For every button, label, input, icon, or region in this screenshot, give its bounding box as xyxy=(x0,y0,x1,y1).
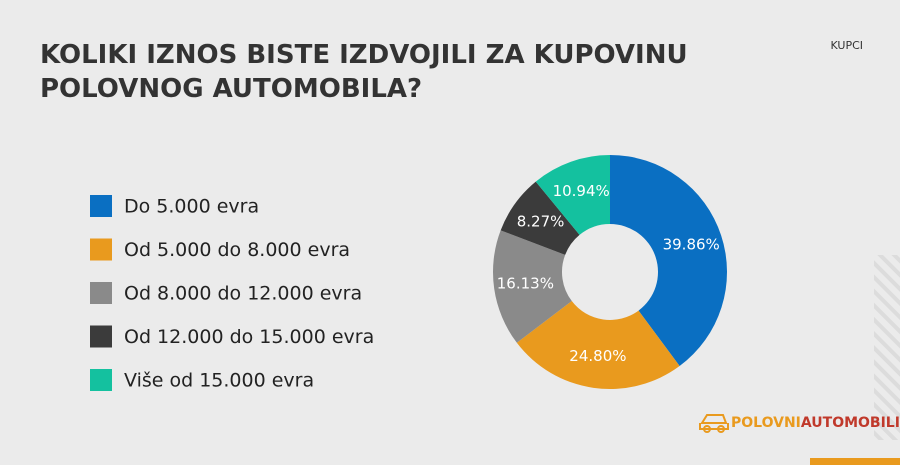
chart-title: KOLIKI IZNOS BISTE IZDVOJILI ZA KUPOVINU… xyxy=(40,40,688,104)
data-label: 8.27% xyxy=(517,213,565,231)
data-label: 39.86% xyxy=(663,236,720,254)
data-label: 24.80% xyxy=(569,347,626,365)
data-label: 10.94% xyxy=(553,182,610,200)
legend-swatch xyxy=(90,238,112,261)
donut-slice xyxy=(535,155,610,235)
donut-slice xyxy=(516,301,680,389)
legend-swatch xyxy=(90,282,112,304)
logo-part: POLOVNI xyxy=(731,415,801,431)
legend-label: Do 5.000 evra xyxy=(124,196,259,218)
donut-slice xyxy=(500,181,580,255)
legend-swatch xyxy=(90,325,112,348)
logo-part: AUTOMOBILI xyxy=(801,415,900,431)
data-label: 16.13% xyxy=(497,275,554,293)
legend-label: Od 8.000 do 12.000 evra xyxy=(124,283,362,305)
logo-icon xyxy=(699,414,729,430)
tag: KUPCI xyxy=(830,39,863,52)
legend-label: Od 5.000 do 8.000 evra xyxy=(124,239,350,261)
logo-icon xyxy=(717,425,725,433)
logo-text: POLOVNIAUTOMOBILI xyxy=(731,415,900,431)
logo-icon xyxy=(703,425,711,433)
logo: POLOVNIAUTOMOBILI xyxy=(699,414,900,433)
decor-bar xyxy=(810,458,900,465)
legend-swatch xyxy=(90,195,112,217)
donut-slice xyxy=(493,230,572,343)
legend-label: Od 12.000 do 15.000 evra xyxy=(124,326,374,348)
legend-label: Više od 15.000 evra xyxy=(124,370,314,392)
legend-swatch xyxy=(90,369,112,391)
donut-slice xyxy=(610,155,728,367)
decor-stripes xyxy=(874,255,900,440)
